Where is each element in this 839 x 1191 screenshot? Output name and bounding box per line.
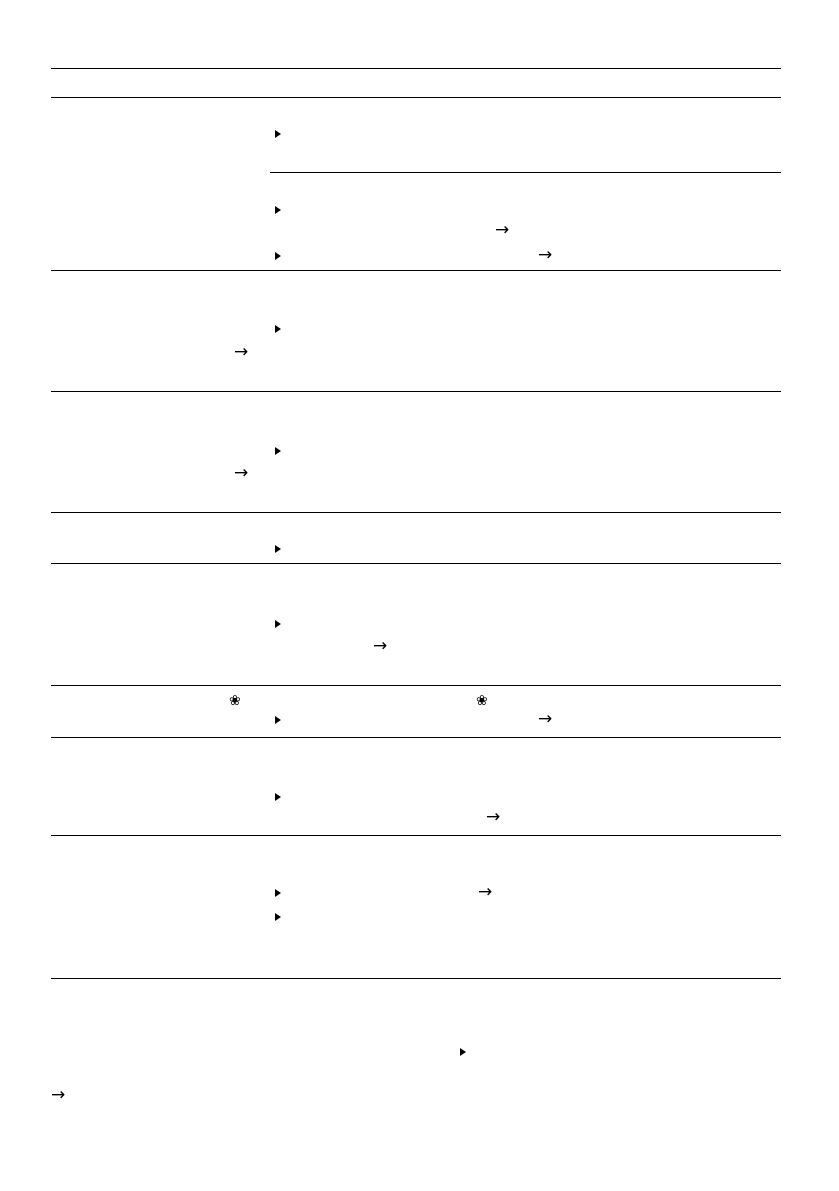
- table-rule: [270, 172, 781, 173]
- table-rule: [51, 835, 781, 836]
- table-rule: [51, 391, 781, 392]
- bullet-triangle-icon: [275, 252, 281, 260]
- table-rule: [51, 68, 781, 69]
- bullet-triangle-icon: [275, 206, 281, 214]
- bullet-triangle-icon: [275, 325, 281, 333]
- arrow-right-icon: →: [373, 636, 388, 656]
- table-rule: [51, 563, 781, 564]
- bullet-triangle-icon: [275, 793, 281, 801]
- table-rule: [51, 737, 781, 738]
- table-rule: [51, 978, 781, 979]
- fan-icon: ❀: [476, 693, 488, 709]
- arrow-right-icon: →: [51, 1085, 66, 1105]
- table-rule: [51, 685, 781, 686]
- table-rule: [51, 270, 781, 271]
- arrow-right-icon: →: [486, 807, 501, 827]
- bullet-triangle-icon: [275, 620, 281, 628]
- table-rule: [51, 512, 781, 513]
- bullet-triangle-icon: [275, 889, 281, 897]
- fan-icon: ❀: [229, 693, 241, 709]
- arrow-right-icon: →: [234, 463, 249, 483]
- bullet-triangle-icon: [275, 130, 281, 138]
- arrow-right-icon: →: [478, 882, 493, 902]
- bullet-triangle-icon: [275, 447, 281, 455]
- bullet-triangle-icon: [460, 1048, 466, 1056]
- arrow-right-icon: →: [495, 220, 510, 240]
- arrow-right-icon: →: [538, 245, 553, 265]
- bullet-triangle-icon: [275, 545, 281, 553]
- bullet-triangle-icon: [275, 716, 281, 724]
- table-rule: [51, 97, 781, 98]
- arrow-right-icon: →: [234, 342, 249, 362]
- arrow-right-icon: →: [538, 709, 553, 729]
- bullet-triangle-icon: [275, 913, 281, 921]
